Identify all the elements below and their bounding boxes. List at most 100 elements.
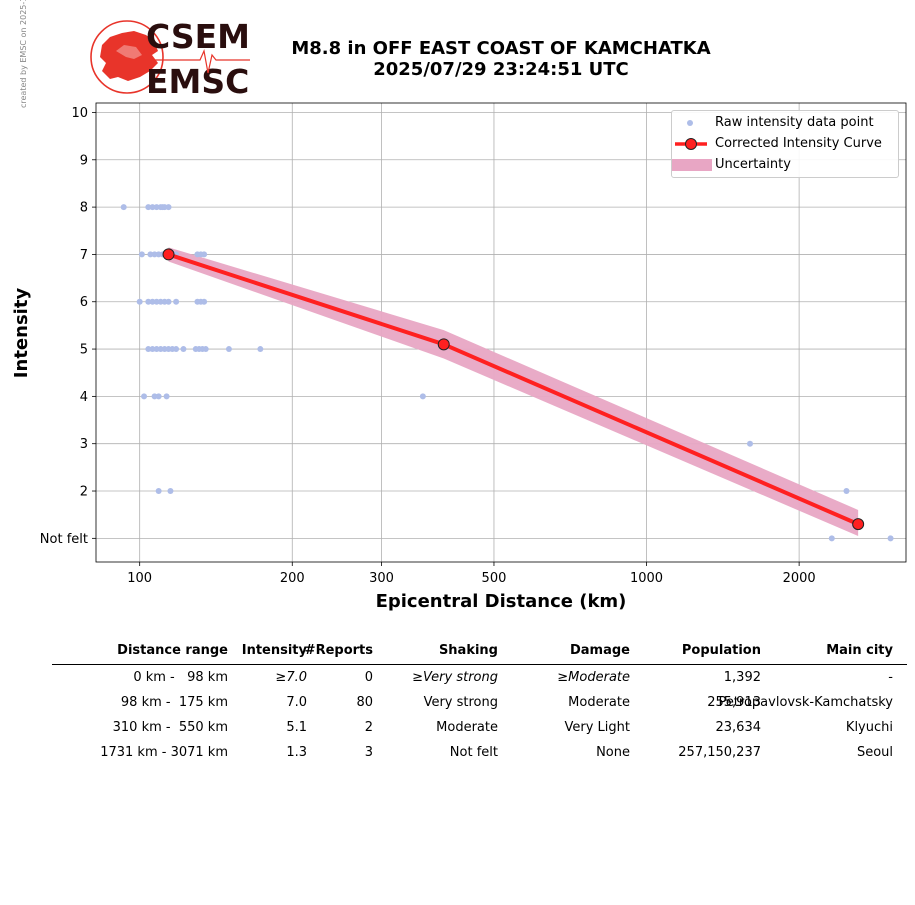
- cell-intensity: 1.3: [286, 745, 307, 760]
- raw-data-point: [180, 346, 187, 353]
- col-main-city: Main city: [826, 643, 893, 658]
- legend-key-raw: [687, 120, 693, 126]
- y-tick-label: 8: [80, 201, 88, 216]
- cell-population: 23,634: [715, 720, 762, 735]
- y-tick-label: 5: [80, 343, 88, 358]
- raw-data-point: [165, 298, 172, 305]
- raw-data-point: [149, 204, 156, 211]
- cell-shaking: Moderate: [436, 720, 498, 735]
- raw-data-point: [828, 535, 835, 542]
- legend-item-uncertainty: Uncertainty: [672, 155, 898, 175]
- raw-data-point: [202, 346, 209, 353]
- title-datetime: 2025/07/29 23:24:51 UTC: [373, 59, 629, 80]
- raw-data-point: [201, 251, 208, 258]
- col-damage: Damage: [569, 643, 630, 658]
- raw-data-point: [149, 346, 156, 353]
- cell-shaking: Very strong: [423, 695, 498, 710]
- table-row: 310 km - 550 km 5.1 2 Moderate Very Ligh…: [52, 715, 907, 740]
- cell-reports: 0: [364, 670, 373, 685]
- cell-damage: ≥Moderate: [557, 670, 630, 685]
- y-axis-label: Intensity: [11, 288, 32, 379]
- x-tick-label: 300: [369, 571, 394, 586]
- x-tick-label: 1000: [630, 571, 663, 586]
- table-row: 0 km - 98 km ≥7.0 0 ≥Very strong ≥Modera…: [52, 665, 907, 690]
- table-row: 98 km - 175 km 7.0 80 Very strong Modera…: [52, 690, 907, 715]
- col-population: Population: [681, 643, 761, 658]
- intensity-chart: 100 200 300 500 1000 2000 Not felt 2 3 4 5 6 7 8 9 10 E…: [11, 102, 907, 612]
- x-axis-label: Epicentral Distance (km): [376, 591, 627, 612]
- raw-data-point: [419, 393, 426, 400]
- cell-shaking: ≥Very strong: [412, 670, 498, 685]
- raw-data-point: [155, 393, 162, 400]
- col-shaking: Shaking: [438, 643, 498, 658]
- x-tick-label: 100: [127, 571, 152, 586]
- uncertainty-band-layer: [168, 247, 859, 536]
- raw-data-point: [225, 346, 232, 353]
- legend: Raw intensity data point Corrected Inten…: [671, 110, 899, 178]
- cell-intensity: 5.1: [286, 720, 307, 735]
- cell-damage: Very Light: [564, 720, 631, 735]
- y-tick-label: 6: [80, 295, 88, 310]
- csem-emsc-logo: CSEM EMSC: [88, 15, 258, 101]
- cell-damage: None: [596, 745, 630, 760]
- raw-data-point: [843, 488, 850, 495]
- raw-data-point: [201, 298, 208, 305]
- cell-city: Klyuchi: [845, 720, 893, 735]
- raw-points-layer: [120, 204, 894, 542]
- cell-intensity: 7.0: [286, 695, 307, 710]
- x-tick-label: 200: [280, 571, 305, 586]
- raw-data-point: [173, 298, 180, 305]
- table-row: 1731 km - 3071 km 1.3 3 Not felt None 25…: [52, 740, 907, 765]
- y-tick-label: Not felt: [40, 532, 88, 547]
- chart-title: M8.8 in OFF EAST COAST OF KAMCHATKA 2025…: [255, 38, 747, 80]
- legend-item-raw: Raw intensity data point: [672, 113, 898, 133]
- raw-data-point: [163, 393, 170, 400]
- raw-data-point: [747, 440, 754, 447]
- legend-item-curve: Corrected Intensity Curve: [672, 134, 898, 154]
- curve-marker: [852, 518, 865, 531]
- title-event: M8.8 in OFF EAST COAST OF KAMCHATKA: [291, 38, 711, 59]
- cell-city: Petropavlovsk-Kamchatsky: [718, 695, 893, 710]
- cell-distance: 98 km - 175 km: [120, 695, 228, 710]
- raw-data-point: [887, 535, 894, 542]
- curve-marker: [437, 338, 450, 351]
- raw-data-point: [155, 488, 162, 495]
- col-reports: #Reports: [304, 643, 373, 658]
- cell-city: Seoul: [856, 745, 893, 760]
- cell-population: 255,913: [707, 695, 761, 710]
- y-tick-label: 3: [80, 437, 88, 452]
- legend-key-curve: [675, 138, 707, 150]
- raw-data-point: [145, 298, 152, 305]
- legend-key-uncertainty: [672, 159, 712, 171]
- cell-reports: 3: [364, 745, 373, 760]
- cell-distance: 0 km - 98 km: [133, 670, 228, 685]
- legend-label-raw: Raw intensity data point: [715, 115, 874, 130]
- raw-data-point: [120, 204, 127, 211]
- raw-data-point: [145, 346, 152, 353]
- y-tick-label: 2: [80, 485, 88, 500]
- raw-data-point: [149, 298, 156, 305]
- cell-distance: 310 km - 550 km: [112, 720, 228, 735]
- curve-layer: [162, 248, 865, 531]
- tick-layer: 100 200 300 500 1000 2000 Not felt 2 3 4 5 6 7 8 9 10: [40, 106, 816, 586]
- cell-city: -: [888, 670, 893, 685]
- cell-shaking: Not felt: [449, 745, 498, 760]
- cell-population: 1,392: [723, 670, 761, 685]
- y-tick-label: 9: [80, 153, 88, 168]
- col-intensity: Intensity: [241, 643, 307, 658]
- legend-label-curve: Corrected Intensity Curve: [715, 136, 882, 151]
- raw-data-point: [167, 488, 174, 495]
- cell-reports: 80: [356, 695, 373, 710]
- cell-population: 257,150,237: [678, 745, 761, 760]
- impact-table: Distance range Intensity #Reports Shakin…: [52, 643, 907, 765]
- uncertainty-band: [168, 247, 859, 536]
- table-header: Distance range Intensity #Reports Shakin…: [52, 643, 907, 665]
- x-tick-label: 500: [482, 571, 507, 586]
- raw-data-point: [138, 251, 145, 258]
- raw-data-point: [165, 204, 172, 211]
- y-tick-label: 4: [80, 390, 88, 405]
- y-tick-label: 10: [71, 106, 88, 121]
- raw-data-point: [257, 346, 264, 353]
- cell-distance: 1731 km - 3071 km: [100, 745, 228, 760]
- cell-intensity: ≥7.0: [275, 670, 307, 685]
